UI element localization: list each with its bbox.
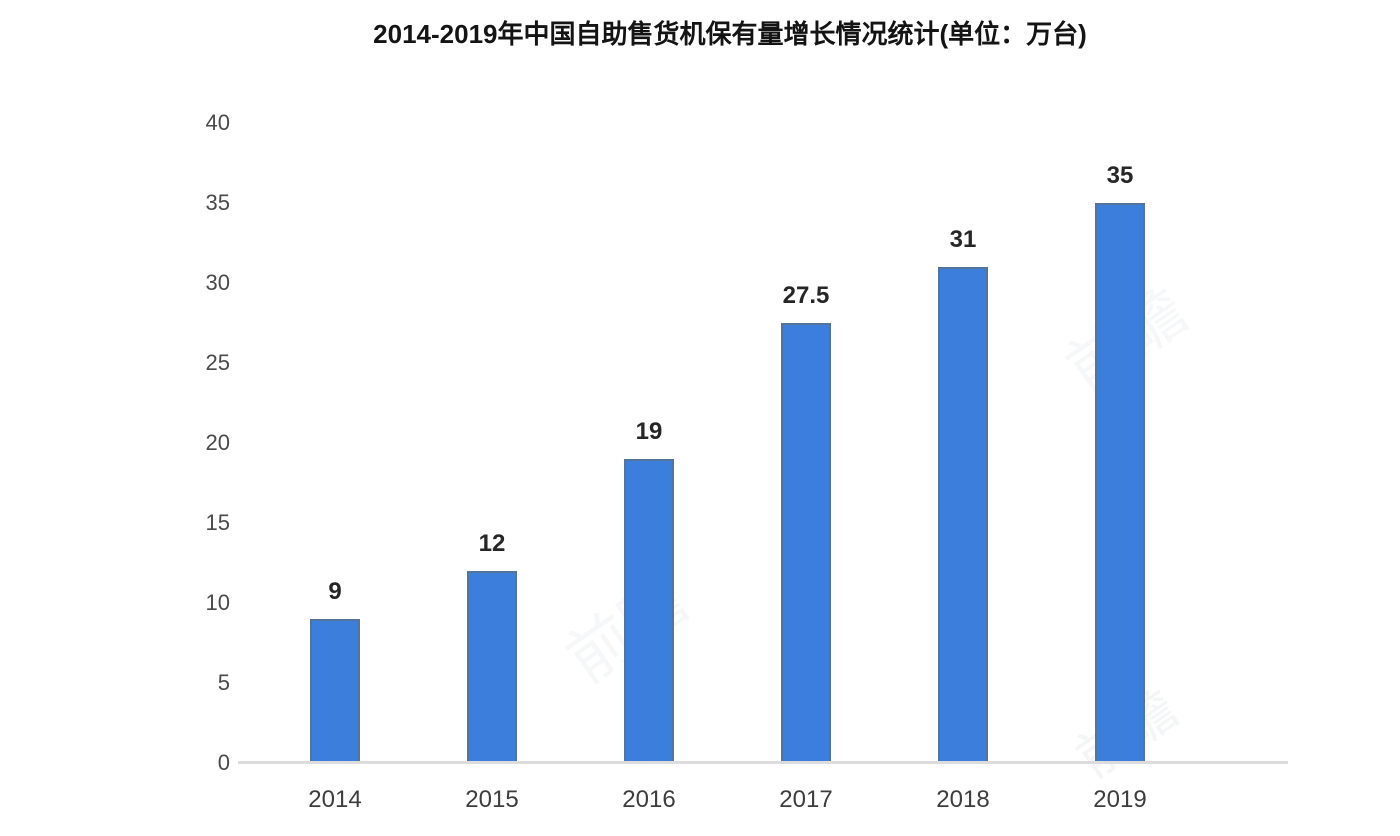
x-tick-label: 2018 <box>936 786 990 813</box>
bar-2016 <box>624 459 674 763</box>
y-tick-label: 35 <box>205 190 230 215</box>
y-tick-label: 20 <box>205 430 230 455</box>
x-axis-line <box>238 761 1288 764</box>
x-tick-label: 2015 <box>465 786 519 813</box>
bar-2018 <box>938 267 988 763</box>
y-tick-label: 40 <box>205 110 230 135</box>
chart-title: 2014-2019年中国自助售货机保有量增长情况统计(单位：万台) <box>373 19 1087 49</box>
y-tick-label: 5 <box>217 670 230 695</box>
value-label: 31 <box>949 226 977 253</box>
value-label: 27.5 <box>782 282 830 309</box>
y-tick-label: 25 <box>205 350 230 375</box>
bar-2014 <box>310 619 360 763</box>
bar-2015 <box>467 571 517 763</box>
y-tick-label: 10 <box>205 590 230 615</box>
y-tick-label: 15 <box>205 510 230 535</box>
bar-2019 <box>1095 203 1145 763</box>
x-tick-label: 2014 <box>308 786 362 813</box>
plot-area <box>238 123 1288 763</box>
y-tick-label: 0 <box>217 750 230 775</box>
value-label: 9 <box>328 578 342 605</box>
value-label: 35 <box>1106 162 1134 189</box>
x-tick-label: 2016 <box>622 786 676 813</box>
value-label: 19 <box>635 418 663 445</box>
y-tick-label: 30 <box>205 270 230 295</box>
bar-2017 <box>781 323 831 763</box>
x-tick-label: 2017 <box>779 786 833 813</box>
x-tick-label: 2019 <box>1093 786 1147 813</box>
value-label: 12 <box>478 530 506 557</box>
